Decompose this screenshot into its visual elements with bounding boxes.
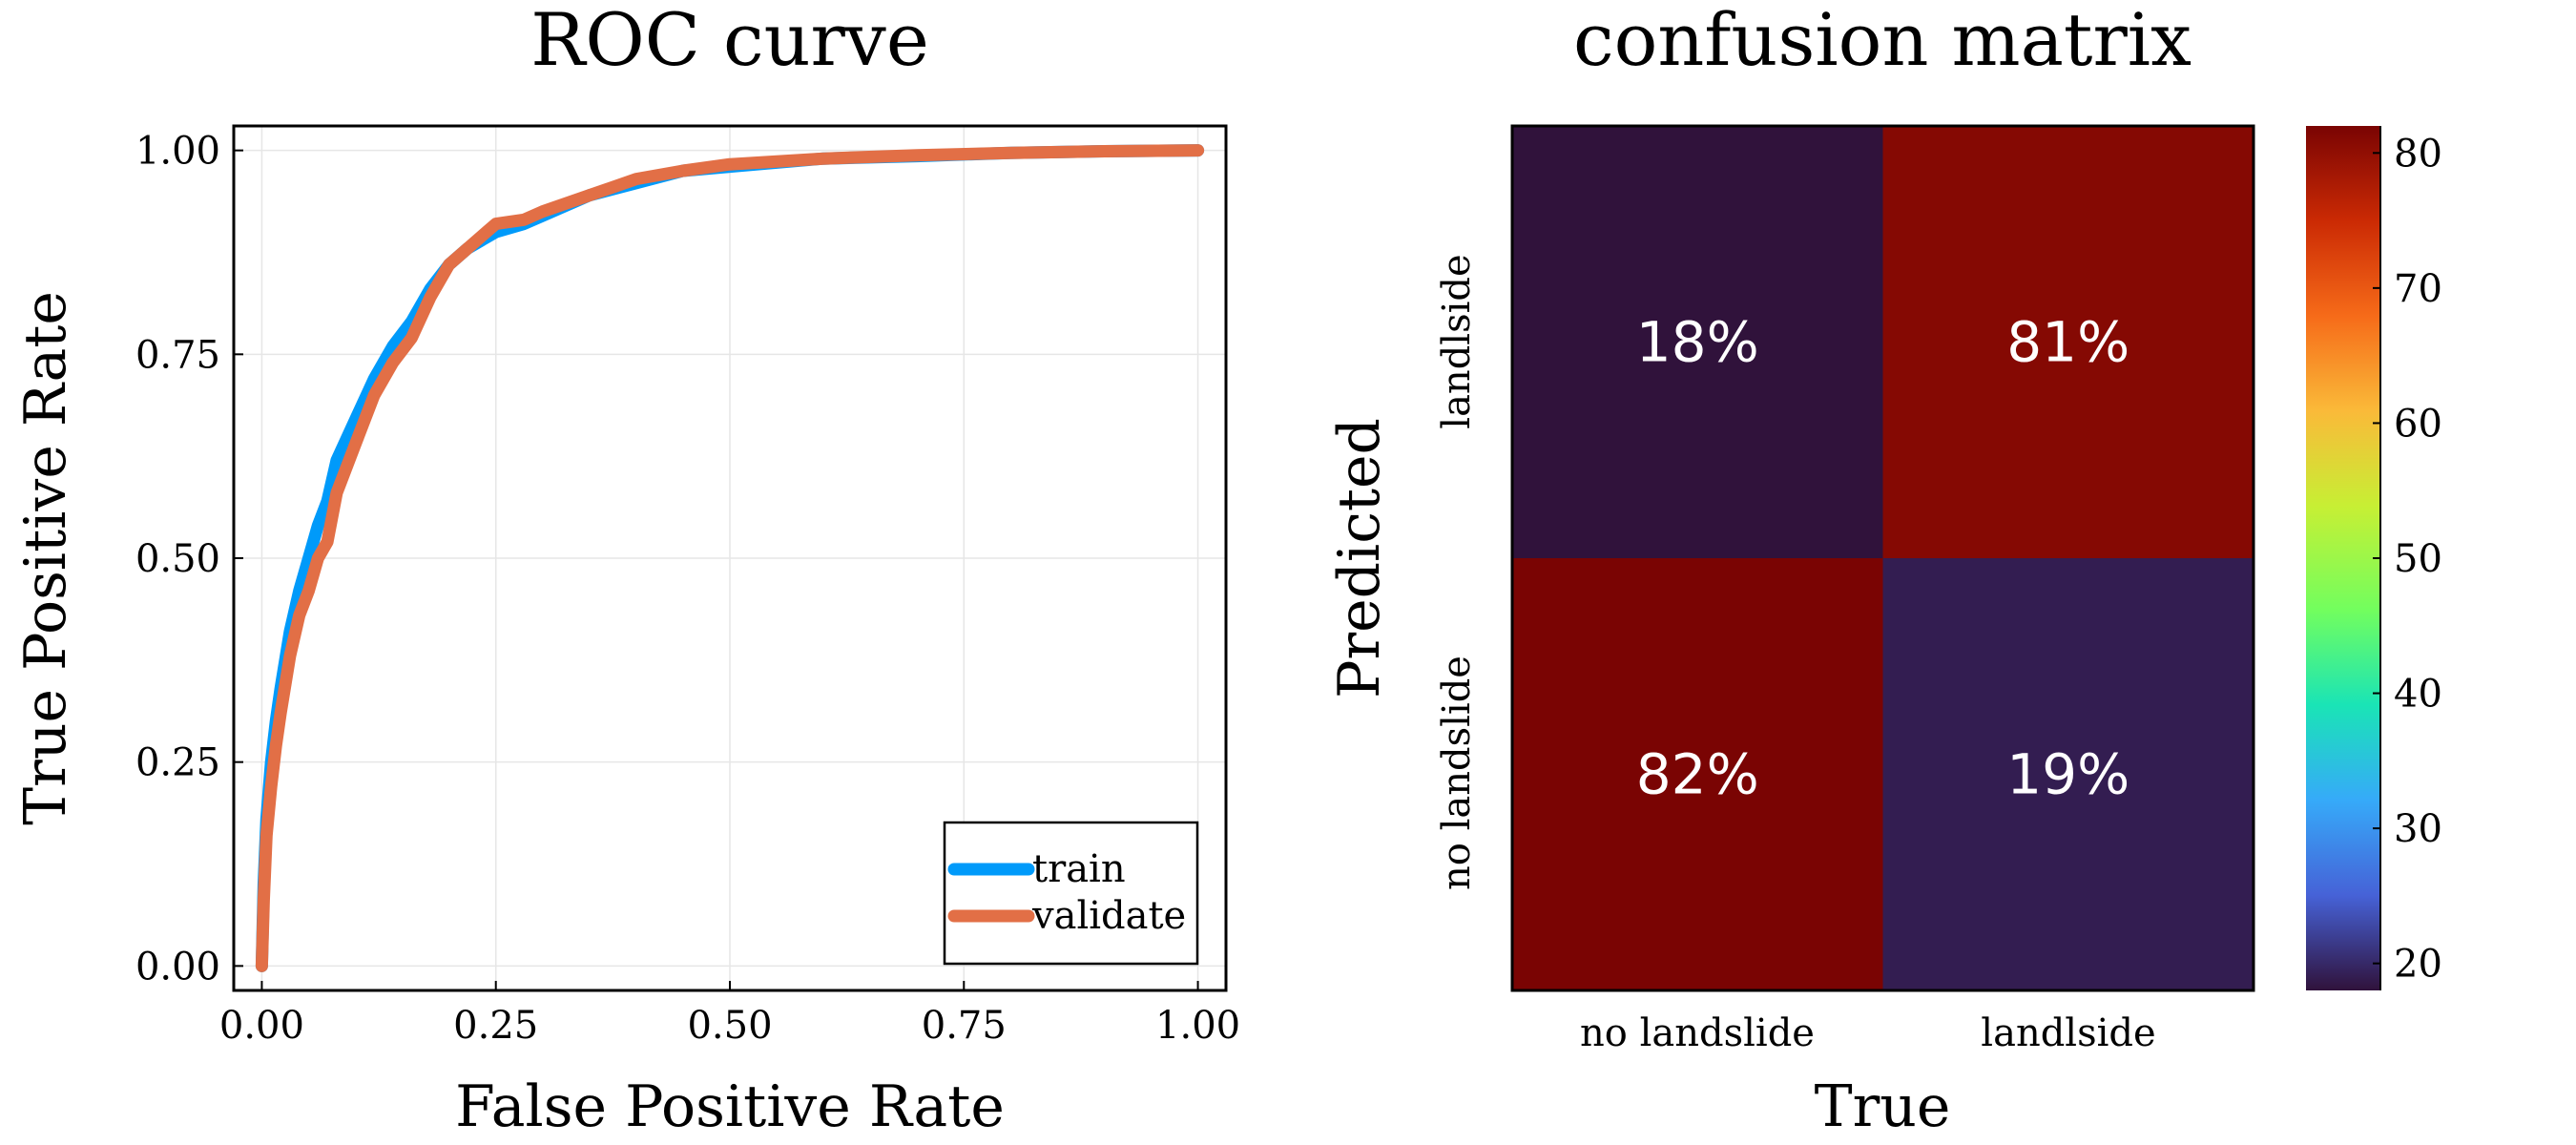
colorbar-tick-label: 80 [2394, 132, 2442, 176]
roc-x-ticks: 0.00 0.25 0.50 0.75 1.00 [219, 981, 1240, 1048]
roc-x-tick-label: 0.00 [219, 1004, 304, 1048]
roc-series-validate [255, 144, 1205, 972]
cm-cell [1882, 126, 2254, 558]
colorbar-tick-label: 30 [2394, 807, 2442, 851]
cm-x-axis-label: True [1815, 1073, 1951, 1140]
colorbar: 20 30 40 50 60 70 80 [2306, 126, 2442, 990]
cm-frame [1510, 124, 2255, 992]
roc-y-ticks: 0.00 0.25 0.50 0.75 1.00 [135, 130, 243, 989]
roc-x-tick-label: 0.50 [687, 1004, 772, 1048]
cm-y-tick-landlside: landlside [1435, 254, 1479, 428]
cm-cell [1512, 558, 1883, 990]
roc-y-axis-label: True Positive Rate [12, 291, 79, 825]
roc-y-tick-label: 1.00 [135, 130, 220, 174]
roc-x-tick-label: 1.00 [1155, 1004, 1240, 1048]
roc-x-tick-label: 0.75 [922, 1004, 1007, 1048]
cm-cell-label: 81% [2006, 310, 2129, 375]
cm-cell [1882, 558, 2254, 990]
roc-legend: train validate [943, 821, 1199, 966]
roc-y-tick-label: 0.50 [135, 537, 220, 581]
cm-cell [1512, 126, 1883, 558]
colorbar-ticks: 20 30 40 50 60 70 80 [2373, 126, 2442, 990]
roc-y-tick-label: 0.25 [135, 741, 220, 785]
legend-label-train: train [1032, 847, 1126, 891]
roc-x-tick-label: 0.25 [453, 1004, 538, 1048]
legend-box [943, 821, 1199, 966]
confusion-matrix-chart: confusion matrix 18% 81% 82% 19% no landsli… [1326, 0, 2442, 1140]
colorbar-gradient [2306, 126, 2380, 990]
colorbar-tick-label: 40 [2394, 673, 2442, 717]
cm-y-tick-no-landslide: no landslide [1435, 656, 1479, 890]
colorbar-tick-label: 20 [2394, 943, 2442, 987]
cm-x-tick-landlside: landlside [1981, 1011, 2155, 1055]
cm-cell-label: 18% [1636, 310, 1759, 375]
cm-y-axis-label: Predicted [1326, 418, 1393, 698]
cm-cell-label: 82% [1636, 742, 1759, 807]
colorbar-tick-label: 60 [2394, 402, 2442, 446]
cm-cell-label: 19% [2006, 742, 2129, 807]
roc-y-tick-label: 0.00 [135, 945, 220, 989]
cm-x-tick-no-landslide: no landslide [1580, 1011, 1815, 1055]
legend-label-validate: validate [1031, 894, 1186, 938]
roc-y-tick-label: 0.75 [135, 333, 220, 377]
roc-title: ROC curve [530, 0, 929, 82]
cm-cells: 18% 81% 82% 19% [1512, 126, 2254, 990]
colorbar-tick-label: 50 [2394, 537, 2442, 581]
cm-title: confusion matrix [1573, 0, 2192, 82]
roc-x-axis-label: False Positive Rate [455, 1073, 1005, 1140]
colorbar-tick-label: 70 [2394, 267, 2442, 311]
roc-lines [255, 144, 1205, 972]
roc-chart: ROC curve 0.00 0.25 0.50 0.75 1.00 0.000.250… [12, 0, 1240, 1140]
